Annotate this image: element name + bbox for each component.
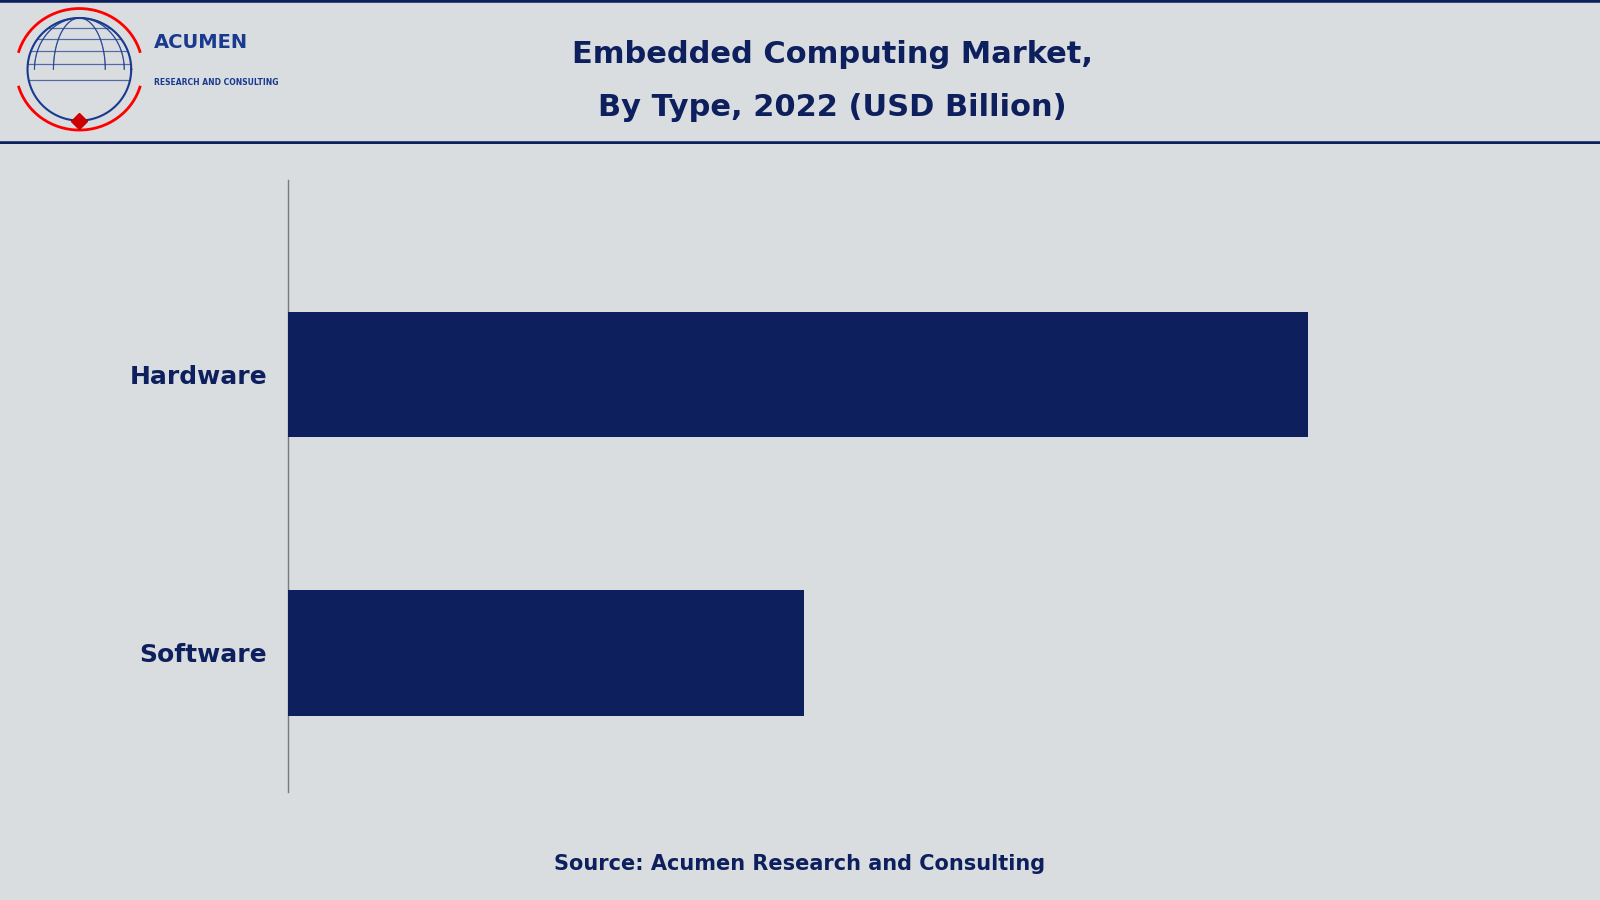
Text: Embedded Computing Market,: Embedded Computing Market, (571, 40, 1093, 69)
Text: ACUMEN: ACUMEN (154, 32, 248, 52)
Text: Source: Acumen Research and Consulting: Source: Acumen Research and Consulting (555, 854, 1045, 874)
Text: By Type, 2022 (USD Billion): By Type, 2022 (USD Billion) (598, 94, 1066, 122)
Bar (288, 590, 805, 716)
Bar (288, 312, 1309, 437)
Text: RESEARCH AND CONSULTING: RESEARCH AND CONSULTING (154, 78, 278, 87)
